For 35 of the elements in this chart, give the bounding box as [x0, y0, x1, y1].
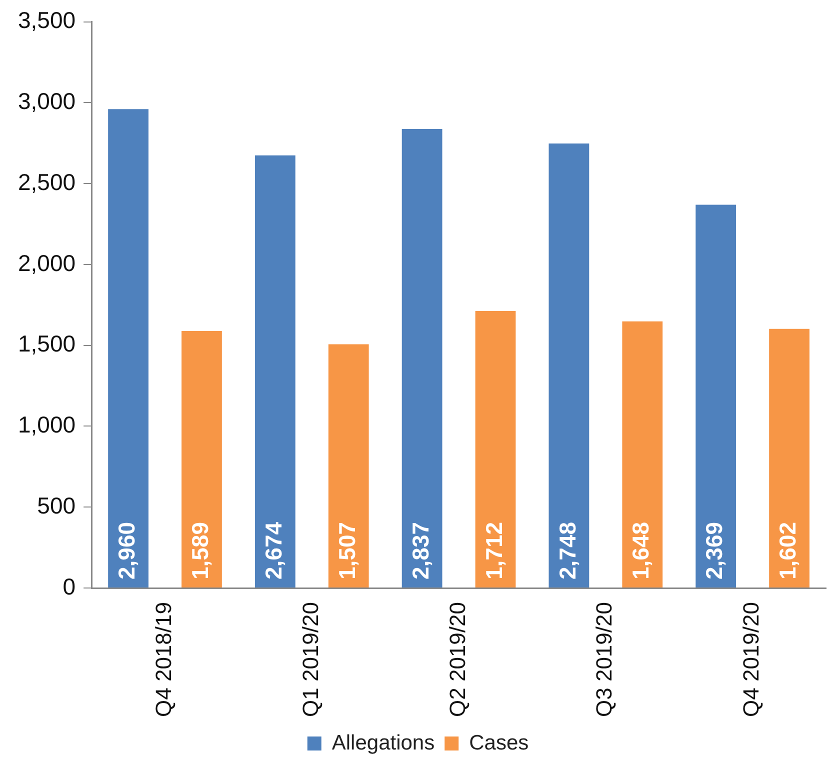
- y-tick-label: 3,500: [18, 7, 76, 34]
- y-tick-label: 0: [62, 573, 76, 600]
- bar: [108, 109, 148, 588]
- data-label: 1,589: [187, 522, 214, 580]
- y-tick-label: 2,500: [18, 168, 76, 195]
- legend-label: Cases: [469, 731, 529, 754]
- x-tick-label: Q2 2019/20: [444, 602, 470, 717]
- x-tick-label: Q4 2018/19: [151, 602, 176, 717]
- bar: [328, 344, 369, 588]
- data-label: 1,602: [774, 522, 801, 580]
- y-tick-label: 3,000: [18, 88, 76, 114]
- data-label: 2,748: [554, 522, 580, 580]
- legend-label: Allegations: [332, 731, 435, 754]
- data-label: 2,369: [701, 522, 728, 580]
- y-tick-label: 1,500: [18, 330, 76, 357]
- x-tick-label: Q4 2019/20: [738, 602, 764, 717]
- data-label: 2,960: [114, 522, 140, 580]
- x-tick-label: Q3 2019/20: [592, 602, 617, 717]
- bar: [402, 129, 442, 588]
- x-tick-label: Q1 2019/20: [298, 602, 323, 717]
- bar: [769, 328, 810, 588]
- y-tick-label: 500: [37, 492, 76, 518]
- data-label: 1,507: [334, 522, 360, 580]
- data-label: 2,837: [407, 522, 434, 580]
- bar: [548, 143, 590, 588]
- bar: [475, 311, 516, 588]
- bar: [696, 204, 736, 588]
- data-label: 2,674: [260, 522, 287, 580]
- bar: [254, 155, 296, 588]
- data-label: 1,712: [480, 522, 507, 580]
- y-tick-label: 1,000: [18, 412, 76, 438]
- y-tick-label: 2,000: [18, 250, 76, 276]
- bar: [622, 321, 663, 588]
- data-label: 1,648: [628, 522, 654, 580]
- bar: [182, 330, 222, 588]
